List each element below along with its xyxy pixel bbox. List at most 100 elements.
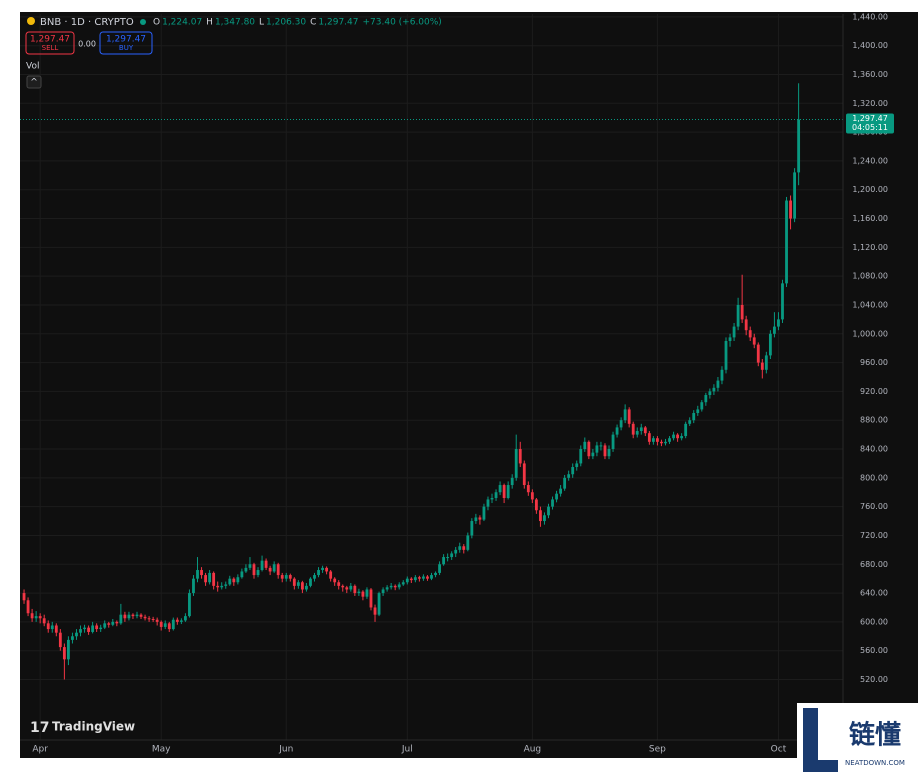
candle-body <box>131 614 135 617</box>
candle-body <box>50 625 54 630</box>
collapse-button[interactable] <box>26 75 42 89</box>
ohlc-label: H <box>206 18 213 28</box>
sell-price: 1,297.47 <box>30 35 70 45</box>
status-dot <box>140 19 146 25</box>
candle-body <box>603 445 607 457</box>
candle-body <box>627 409 631 424</box>
candle-body <box>789 200 792 219</box>
candle-body <box>571 467 575 475</box>
candle-body <box>272 564 276 572</box>
candle-body <box>167 623 171 630</box>
candle-body <box>127 614 131 619</box>
candle-body <box>159 621 163 627</box>
candle-body <box>79 629 82 633</box>
candle-body <box>607 449 611 457</box>
candle-body <box>155 619 159 622</box>
candle-body <box>147 618 151 620</box>
candle-body <box>708 391 712 396</box>
candle-body <box>119 614 123 624</box>
candle-body <box>276 564 280 576</box>
candle-body <box>797 119 801 173</box>
candle-body <box>793 172 797 219</box>
last-price-tag <box>846 113 894 134</box>
candle-body <box>208 572 212 583</box>
candle-body <box>422 576 425 579</box>
y-tick-label: 520.00 <box>860 675 888 684</box>
candle-body <box>333 578 337 583</box>
watermark-title: 链懂 <box>849 720 901 751</box>
candle-body <box>300 582 304 590</box>
y-tick-label: 1,360.00 <box>852 70 888 79</box>
candle-body <box>752 337 756 345</box>
sell-button[interactable] <box>25 31 75 55</box>
candle-body <box>240 571 244 578</box>
candle-body <box>518 449 522 464</box>
candle-body <box>583 441 587 450</box>
y-tick-label: 600.00 <box>860 617 888 626</box>
candle-body <box>280 575 284 579</box>
candle-body <box>656 438 659 442</box>
candle-body <box>664 441 667 444</box>
candle-body <box>575 463 579 468</box>
candle-body <box>498 485 502 493</box>
candle-body <box>264 560 268 568</box>
candle-body <box>220 585 224 588</box>
candle-body <box>426 576 429 579</box>
candle-body <box>454 549 458 554</box>
candle-body <box>478 517 482 520</box>
candle-body <box>91 625 95 632</box>
candle-body <box>83 627 86 630</box>
candle-body <box>365 589 369 597</box>
candle-body <box>760 362 764 370</box>
y-tick-label: 920.00 <box>860 387 888 396</box>
candle-body <box>434 572 437 576</box>
last-price-label: 1,297.47 <box>852 114 888 123</box>
y-tick-label: 1,320.00 <box>852 99 888 108</box>
candle-body <box>724 340 728 370</box>
candle-body <box>34 616 38 619</box>
candle-body <box>623 409 627 421</box>
candle-body <box>256 570 260 576</box>
ohlc-value: 1,347.80 <box>215 18 255 28</box>
candle-body <box>482 506 486 520</box>
candle-body <box>587 441 591 457</box>
buy-button[interactable] <box>99 31 153 55</box>
candle-body <box>66 639 70 660</box>
y-tick-label: 1,160.00 <box>852 214 888 223</box>
candle-body <box>204 575 207 583</box>
ohlc-label: C <box>310 18 316 28</box>
candle-body <box>325 567 329 572</box>
candle-body <box>22 593 26 601</box>
y-tick-label: 1,120.00 <box>852 243 888 252</box>
candle-body <box>599 445 603 447</box>
y-tick-label: 1,000.00 <box>852 329 888 338</box>
candle-body <box>720 369 724 381</box>
candle-body <box>676 434 680 439</box>
candle-body <box>522 463 526 486</box>
candle-body <box>635 431 639 435</box>
candle-body <box>95 625 99 630</box>
candle-body <box>777 319 780 327</box>
candle-body <box>510 477 514 486</box>
candle-body <box>143 616 147 619</box>
candle-body <box>216 585 220 588</box>
candle-body <box>38 616 42 619</box>
candle-body <box>643 427 647 434</box>
candle-body <box>534 499 538 511</box>
candle-body <box>188 593 191 617</box>
y-tick-label: 560.00 <box>860 646 888 655</box>
candle-body <box>716 380 720 388</box>
candle-body <box>651 438 655 442</box>
candle-body <box>309 578 312 586</box>
x-tick-label: Aug <box>524 745 542 755</box>
y-tick-label: 840.00 <box>860 445 888 454</box>
candle-body <box>236 577 240 583</box>
candle-body <box>345 587 349 590</box>
y-tick-label: 800.00 <box>860 473 888 482</box>
candle-body <box>292 578 296 586</box>
candle-body <box>555 493 558 500</box>
brand: TradingView <box>52 720 135 734</box>
candle-body <box>462 546 466 550</box>
candle-body <box>30 613 34 619</box>
